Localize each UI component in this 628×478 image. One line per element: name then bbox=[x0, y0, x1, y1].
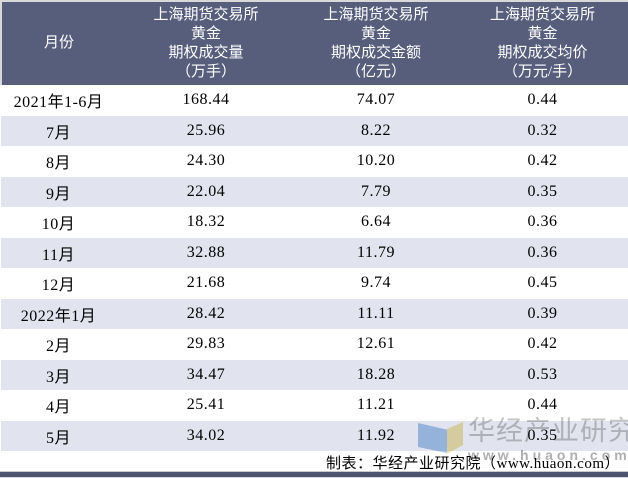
month-cell: 10月 bbox=[41, 216, 76, 234]
avg-price-cell: 0.35 bbox=[456, 420, 628, 451]
month-cell: 4月 bbox=[45, 399, 71, 417]
month-cell: 11月 bbox=[1, 237, 116, 268]
avg-price-cell: 0.36 bbox=[527, 213, 558, 231]
month-cell: 7月 bbox=[1, 115, 116, 146]
avg-price-cell: 0.39 bbox=[456, 298, 628, 329]
volume-cell: 34.02 bbox=[116, 420, 296, 451]
volume-cell: 24.30 bbox=[186, 152, 226, 170]
amount-cell: 11.11 bbox=[296, 298, 456, 329]
month-cell: 9月 bbox=[1, 176, 116, 207]
month-cell: 2021年1-6月 bbox=[13, 94, 104, 112]
table-row: 3月 34.47 18.28 0.53 bbox=[1, 359, 628, 390]
amount-cell: 11.21 bbox=[357, 396, 395, 414]
table-row: 2月 29.83 12.61 0.42 bbox=[1, 329, 628, 360]
table-row: 2022年1月 28.42 11.11 0.39 bbox=[1, 298, 628, 329]
amount-cell: 12.61 bbox=[356, 335, 396, 353]
col-header-volume: 上海期货交易所 黄金 期权成交量 （万手） bbox=[116, 0, 296, 85]
avg-price-cell: 0.35 bbox=[456, 176, 628, 207]
month-cell: 3月 bbox=[1, 359, 116, 390]
table-row: 11月 32.88 11.79 0.36 bbox=[1, 237, 628, 268]
volume-cell: 28.42 bbox=[116, 298, 296, 329]
volume-cell: 21.68 bbox=[186, 274, 226, 292]
col-header-avg-price: 上海期货交易所 黄金 期权成交均价 （万元/手） bbox=[456, 0, 628, 85]
bottom-bar bbox=[0, 472, 628, 477]
amount-cell: 18.28 bbox=[296, 359, 456, 390]
table-row: 5月 34.02 11.92 0.35 bbox=[1, 420, 628, 451]
volume-cell: 25.96 bbox=[116, 115, 296, 146]
table-row: 10月 18.32 6.64 0.36 bbox=[1, 207, 628, 238]
header-row: 月份 上海期货交易所 黄金 期权成交量 （万手） 上海期货交易所 黄金 期权成交… bbox=[0, 0, 628, 85]
amount-cell: 74.07 bbox=[356, 91, 396, 109]
amount-cell: 11.92 bbox=[296, 420, 456, 451]
avg-price-cell: 0.53 bbox=[456, 359, 628, 390]
avg-price-cell: 0.44 bbox=[527, 91, 558, 109]
table-row: 7月 25.96 8.22 0.32 bbox=[1, 115, 628, 146]
table-header: 月份 上海期货交易所 黄金 期权成交量 （万手） 上海期货交易所 黄金 期权成交… bbox=[0, 0, 628, 85]
amount-cell: 7.79 bbox=[296, 176, 456, 207]
volume-cell: 22.04 bbox=[116, 176, 296, 207]
col-header-month: 月份 bbox=[0, 0, 116, 85]
volume-cell: 168.44 bbox=[182, 91, 230, 109]
table-row: 8月 24.30 10.20 0.42 bbox=[1, 146, 628, 177]
avg-price-cell: 0.42 bbox=[527, 152, 558, 170]
volume-cell: 18.32 bbox=[186, 213, 226, 231]
amount-cell: 8.22 bbox=[296, 115, 456, 146]
month-cell: 2月 bbox=[45, 338, 71, 356]
table-row: 2021年1-6月 168.44 74.07 0.44 bbox=[1, 85, 628, 116]
volume-cell: 34.47 bbox=[116, 359, 296, 390]
avg-price-cell: 0.45 bbox=[527, 274, 558, 292]
amount-cell: 11.79 bbox=[296, 237, 456, 268]
avg-price-cell: 0.42 bbox=[527, 335, 558, 353]
month-cell: 8月 bbox=[45, 155, 71, 173]
avg-price-cell: 0.32 bbox=[456, 115, 628, 146]
table-row: 12月 21.68 9.74 0.45 bbox=[1, 268, 628, 299]
avg-price-cell: 0.36 bbox=[456, 237, 628, 268]
amount-cell: 10.20 bbox=[356, 152, 396, 170]
table-row: 4月 25.41 11.21 0.44 bbox=[1, 390, 628, 421]
col-header-amount: 上海期货交易所 黄金 期权成交金额 （亿元） bbox=[296, 0, 456, 85]
volume-cell: 25.41 bbox=[186, 396, 226, 414]
month-cell: 5月 bbox=[1, 420, 116, 451]
amount-cell: 9.74 bbox=[361, 274, 391, 292]
volume-cell: 29.83 bbox=[186, 335, 226, 353]
avg-price-cell: 0.44 bbox=[527, 396, 558, 414]
gold-options-table: 月份 上海期货交易所 黄金 期权成交量 （万手） 上海期货交易所 黄金 期权成交… bbox=[0, 0, 628, 451]
amount-cell: 6.64 bbox=[361, 213, 391, 231]
source-credit: 制表：华经产业研究院（www.huaon.com） bbox=[325, 456, 620, 472]
month-cell: 2022年1月 bbox=[1, 298, 116, 329]
table-row: 9月 22.04 7.79 0.35 bbox=[1, 176, 628, 207]
volume-cell: 32.88 bbox=[116, 237, 296, 268]
table-body: 2021年1-6月 168.44 74.07 0.44 7月 25.96 8.2… bbox=[1, 85, 628, 451]
month-cell: 12月 bbox=[41, 277, 76, 295]
